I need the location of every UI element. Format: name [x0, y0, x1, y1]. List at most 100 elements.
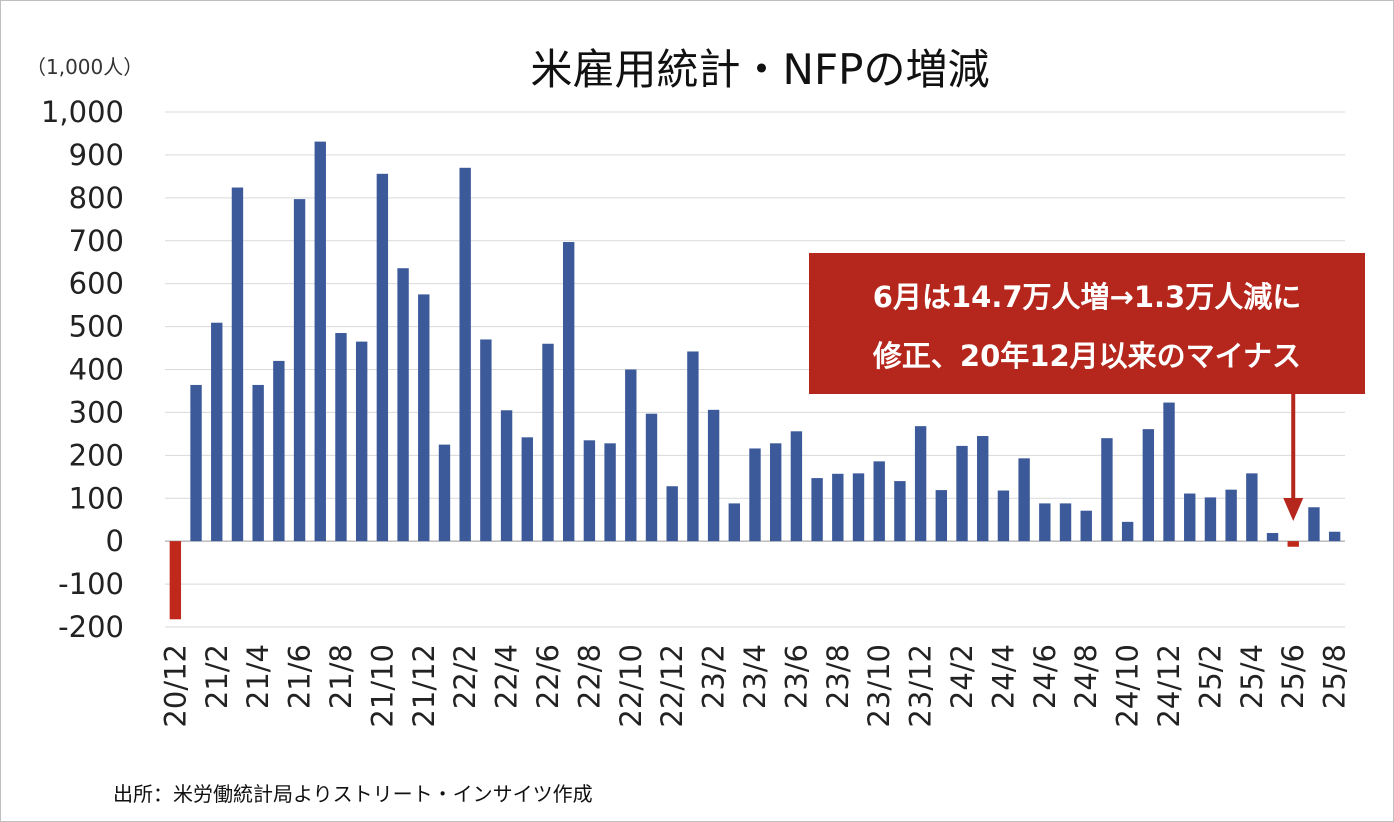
- y-tick-label: 200: [69, 438, 124, 472]
- annotation-callout: 6月は14.7万人増→1.3万人減に 修正、20年12月以来のマイナス: [809, 253, 1365, 521]
- bar-24-10: [1121, 521, 1134, 542]
- bar-24-4: [997, 490, 1010, 542]
- bar-21-2: [211, 322, 223, 542]
- bar-24-5: [1018, 458, 1030, 542]
- bar-23-5: [770, 443, 782, 542]
- y-tick-label: 900: [69, 138, 124, 172]
- bar-21-7: [314, 141, 326, 542]
- y-axis-unit-label: （1,000人）: [26, 55, 143, 79]
- bar-22-8: [583, 440, 596, 542]
- bar-22-12: [666, 486, 678, 542]
- y-tick-label: 800: [69, 181, 124, 215]
- bar-21-12: [418, 294, 430, 542]
- bar-21-3: [231, 187, 244, 542]
- bar-21-9: [355, 341, 368, 542]
- bar-23-7: [811, 478, 823, 542]
- x-axis-ticks: 20/12 21/2 21/4 21/6 21/8 21/10 21/12 22/2 22/4 2…: [158, 644, 1351, 728]
- x-tick-label: 25/2: [1193, 644, 1227, 709]
- bar-21-5: [273, 360, 285, 542]
- x-tick-label: 24/10: [1111, 644, 1145, 728]
- bar-20-12: [169, 541, 182, 620]
- bar-22-10: [625, 369, 637, 542]
- y-tick-label: 700: [69, 224, 124, 258]
- bar-23-2: [707, 409, 720, 542]
- bar-23-6: [790, 431, 803, 542]
- bar-21-8: [335, 333, 347, 542]
- x-tick-label: 24/4: [986, 644, 1020, 709]
- y-tick-label: 400: [69, 353, 124, 387]
- bar-24-12: [1163, 402, 1175, 542]
- y-tick-label: -200: [58, 610, 124, 644]
- x-tick-label: 24/8: [1069, 644, 1103, 709]
- callout-line-1: 6月は14.7万人増→1.3万人減に: [873, 280, 1301, 314]
- bar-25-7: [1308, 507, 1320, 542]
- callout-arrow-head: [1283, 498, 1304, 521]
- x-tick-label: 22/2: [448, 644, 482, 709]
- x-tick-label: 22/4: [490, 644, 524, 709]
- x-tick-label: 25/4: [1235, 644, 1269, 709]
- x-tick-label: 21/2: [200, 644, 234, 709]
- bar-23-10: [873, 461, 885, 542]
- x-tick-label: 24/12: [1152, 644, 1186, 728]
- x-tick-label: 25/6: [1276, 644, 1310, 709]
- y-tick-label: 0: [106, 524, 124, 558]
- bar-22-3: [480, 339, 492, 542]
- y-tick-label: -100: [58, 567, 124, 601]
- bar-21-10: [376, 173, 389, 542]
- bar-22-5: [521, 437, 533, 542]
- bar-25-3: [1225, 489, 1237, 542]
- x-tick-label: 23/12: [904, 644, 938, 728]
- callout-box: [809, 253, 1365, 394]
- x-tick-label: 20/12: [158, 644, 192, 728]
- bar-25-8: [1328, 531, 1341, 542]
- bar-21-6: [293, 199, 306, 542]
- bar-22-9: [604, 443, 616, 542]
- y-tick-label: 600: [69, 267, 124, 301]
- y-tick-label: 500: [69, 310, 124, 344]
- x-tick-label: 22/10: [614, 644, 648, 728]
- bar-22-2: [459, 167, 471, 542]
- bar-23-8: [832, 473, 844, 542]
- bar-22-6: [542, 343, 554, 542]
- bar-21-4: [252, 384, 264, 542]
- x-tick-label: 23/10: [862, 644, 896, 728]
- x-tick-label: 21/6: [283, 644, 317, 709]
- bar-25-1: [1184, 493, 1196, 542]
- x-tick-label: 21/8: [324, 644, 358, 709]
- x-tick-label: 21/10: [365, 644, 399, 728]
- x-tick-label: 24/6: [1028, 644, 1062, 709]
- bar-24-3: [977, 436, 989, 542]
- bar-25-6: [1287, 541, 1299, 547]
- bar-23-1: [687, 351, 699, 542]
- bar-series: [169, 141, 1341, 620]
- y-tick-label: 300: [69, 395, 124, 429]
- x-tick-label: 23/8: [821, 644, 855, 709]
- bar-24-9: [1101, 438, 1113, 542]
- x-tick-label: 22/6: [531, 644, 565, 709]
- bar-21-11: [397, 268, 409, 542]
- bar-23-3: [728, 503, 740, 542]
- bar-24-11: [1142, 429, 1155, 542]
- bar-23-4: [749, 448, 761, 542]
- bar-25-5: [1266, 533, 1279, 542]
- bar-25-4: [1246, 473, 1258, 542]
- x-tick-label: 23/6: [779, 644, 813, 709]
- chart-title: 米雇用統計・NFPの増減: [531, 45, 990, 94]
- bar-22-1: [438, 444, 451, 542]
- bar-22-4: [500, 410, 513, 542]
- bar-24-2: [956, 445, 968, 542]
- x-tick-label: 21/4: [241, 644, 275, 709]
- bar-23-12: [914, 426, 927, 542]
- x-tick-label: 23/2: [697, 644, 731, 709]
- bar-24-8: [1080, 510, 1092, 542]
- y-tick-label: 1,000: [41, 95, 124, 129]
- x-tick-label: 21/12: [407, 644, 441, 728]
- x-tick-label: 23/4: [738, 644, 772, 709]
- bar-21-1: [190, 384, 202, 542]
- bar-22-7: [562, 242, 575, 542]
- bar-23-9: [852, 473, 865, 542]
- x-tick-label: 22/12: [655, 644, 689, 728]
- source-note: 出所：米労働統計局よりストリート・インサイツ作成: [113, 782, 593, 806]
- y-axis-ticks: 1,000 900 800 700 600 500 400 300 200 100 0 -100 -20…: [41, 95, 124, 644]
- bar-24-7: [1059, 503, 1072, 542]
